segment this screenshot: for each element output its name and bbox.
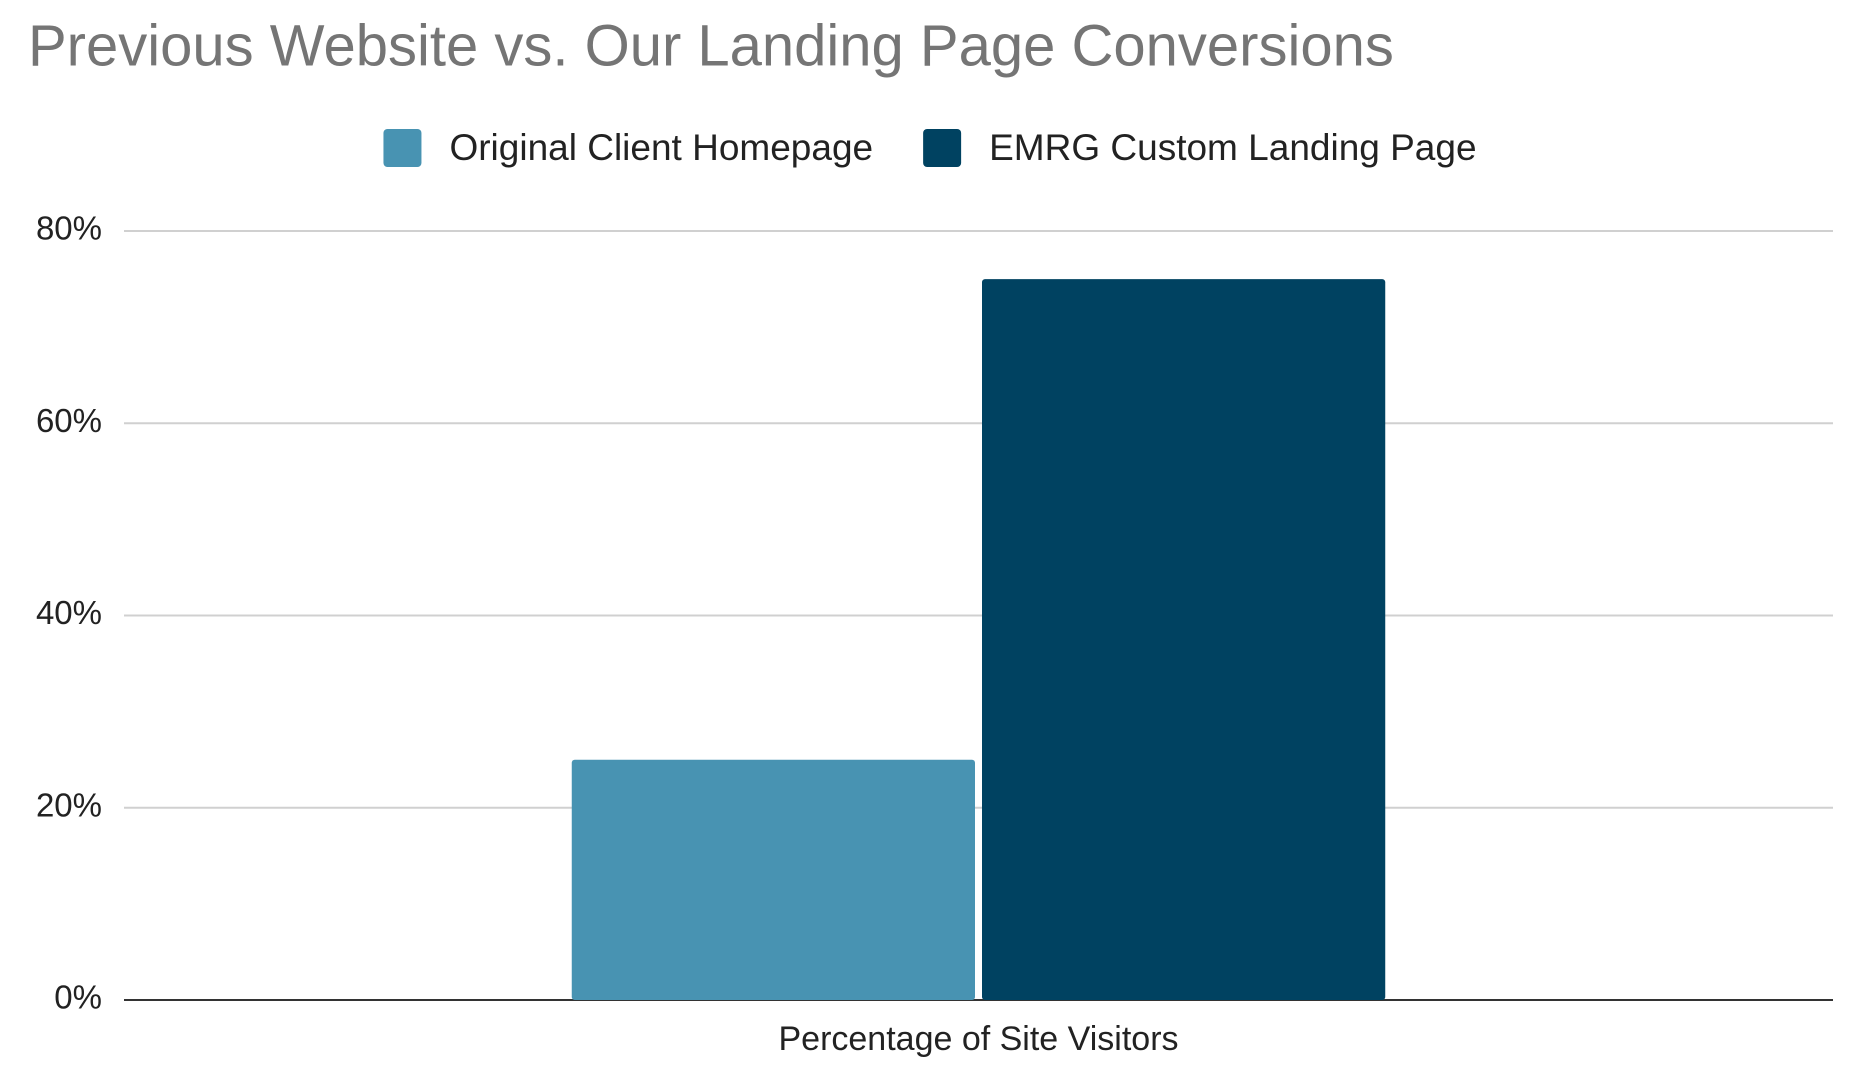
legend: Original Client Homepage EMRG Custom Land…: [383, 127, 1477, 168]
bar: [571, 759, 975, 1000]
chart-title: Previous Website vs. Our Landing Page Co…: [28, 13, 1394, 78]
y-tick-label: 60%: [36, 402, 102, 439]
y-tick-label: 80%: [36, 210, 102, 247]
y-tick-label: 40%: [36, 594, 102, 631]
y-tick-label: 0%: [54, 979, 102, 1016]
legend-label: Original Client Homepage: [449, 127, 873, 168]
legend-label: EMRG Custom Landing Page: [989, 127, 1476, 168]
y-tick-label: 20%: [36, 786, 102, 823]
bar: [982, 279, 1386, 1000]
legend-swatch: [383, 129, 422, 167]
legend-swatch: [923, 129, 962, 167]
x-tick-label: Percentage of Site Visitors: [778, 1020, 1178, 1058]
